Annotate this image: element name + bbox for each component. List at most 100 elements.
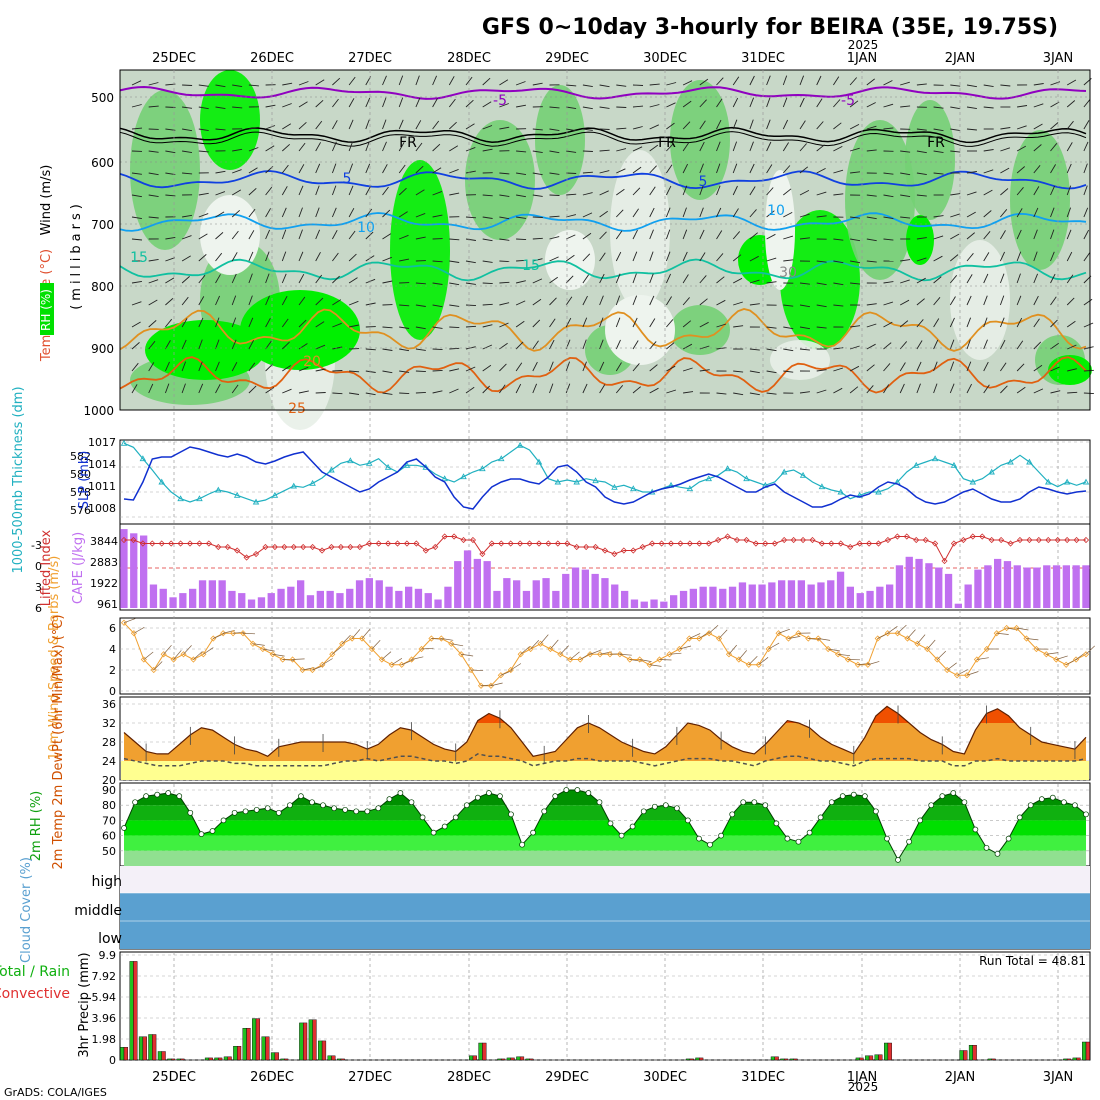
upper-barb (733, 325, 744, 328)
cape-bar (1023, 567, 1031, 608)
rh-marker (165, 790, 172, 796)
upper-barb (449, 388, 459, 394)
upper-barb (365, 185, 371, 196)
upper-barb (1050, 143, 1058, 152)
precip-total-bar (1081, 1041, 1087, 1061)
upper-barb (332, 370, 343, 372)
upper-barb (916, 340, 923, 350)
precip-conv-bar (963, 1050, 968, 1061)
rh-marker (1049, 794, 1056, 801)
li-marker (847, 543, 854, 551)
credit: GrADS: COLA/IGES (4, 1086, 107, 1099)
wind-barb (927, 639, 936, 650)
upper-barb (515, 341, 524, 350)
li-marker (309, 543, 316, 551)
upper-barb (849, 100, 859, 108)
precip-conv-bar (472, 1055, 477, 1061)
contour-label: -5 (493, 93, 507, 109)
upper-barb (799, 213, 810, 218)
upper-barb (365, 278, 376, 284)
contour-10 (119, 212, 1087, 232)
upper-barb (432, 214, 443, 218)
rh-marker (541, 808, 548, 815)
upper-barb (482, 344, 493, 350)
upper-barb (1050, 229, 1055, 240)
upper-barb (716, 323, 727, 328)
upper-barb (332, 346, 343, 350)
cape-bar (228, 590, 236, 608)
wind-barb (351, 629, 361, 639)
upper-barb (566, 128, 577, 132)
precip-conv-bar (218, 1057, 223, 1061)
upper-barb (916, 298, 925, 306)
slp-marker (799, 471, 807, 478)
upper-barb (916, 277, 926, 284)
upper-barb (833, 169, 844, 174)
upper-barb (782, 142, 789, 152)
upper-barb (482, 77, 491, 86)
upper-barb (382, 326, 393, 329)
upper-barb (766, 119, 771, 130)
li-marker (950, 540, 958, 547)
upper-barb (666, 82, 677, 86)
cape-bar (679, 590, 688, 608)
cape-bar (797, 580, 805, 608)
wind-tick: 4 (109, 643, 116, 656)
rh-marker (740, 799, 747, 806)
upper-barb (566, 106, 577, 110)
wind-barb (530, 640, 540, 650)
precip-total-bar (318, 1040, 323, 1061)
upper-barb (565, 296, 573, 306)
date-label-bottom: 3JAN (1043, 1070, 1074, 1085)
precip-conv-bar (133, 961, 138, 1061)
upper-barb (699, 345, 710, 350)
upper-barb (599, 210, 608, 218)
upper-barb (198, 317, 204, 328)
upper-barb (782, 119, 789, 130)
precip-conv-bar (784, 1058, 789, 1061)
rh-marker (696, 835, 702, 842)
cape-bar (198, 580, 207, 608)
upper-barb (182, 150, 193, 154)
upper-barb (1033, 295, 1039, 306)
upper-barb (465, 282, 476, 285)
precip-total-bar (223, 1056, 228, 1061)
upper-barb (883, 363, 891, 372)
slp-marker (705, 475, 713, 482)
upper-barb (933, 106, 944, 109)
precip-conv-bar (529, 1058, 534, 1061)
upper-barb (616, 168, 626, 174)
upper-barb (816, 389, 827, 394)
upper-barb (833, 76, 840, 86)
upper-barb (1050, 251, 1055, 262)
upper-barb (732, 163, 738, 174)
upper-barb (415, 326, 426, 330)
upper-barb (983, 149, 994, 152)
upper-barb (833, 238, 844, 241)
wind-marker (815, 635, 822, 642)
upper-barb (1016, 386, 1026, 394)
wind-marker (805, 635, 812, 642)
upper-barb (365, 231, 374, 240)
rh-marker (596, 799, 603, 806)
upper-barb (933, 255, 943, 262)
rh-marker (839, 793, 846, 799)
slp-marker (120, 439, 128, 446)
upper-barb (665, 273, 672, 284)
wind-barb (589, 649, 602, 655)
cape-bar (306, 595, 315, 608)
cape-bar (454, 561, 462, 608)
wind-barb (907, 629, 916, 639)
rh-marker (806, 829, 813, 836)
precip-conv-bar (321, 1040, 327, 1061)
upper-barb (849, 77, 858, 86)
upper-barb (332, 322, 342, 328)
cape-bar (277, 588, 285, 608)
cape-bar (817, 582, 825, 608)
li-marker (432, 543, 439, 551)
li-marker (422, 547, 429, 554)
wind-marker (715, 635, 723, 642)
cape-bar (601, 578, 609, 608)
upper-barb (749, 97, 755, 108)
upper-barb (348, 253, 357, 262)
